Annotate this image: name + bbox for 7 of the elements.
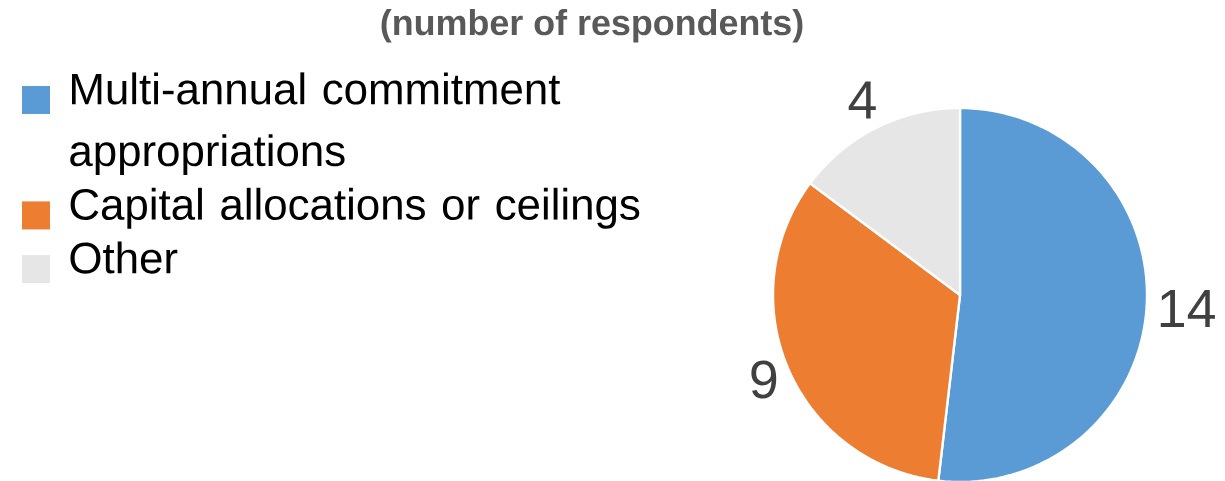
data-label: 9 [751,360,777,399]
legend-label: Multi-annual commitment appropriations [70,72,561,176]
chart-title: (number of respondents) [381,9,803,43]
data-label: 14 [1160,290,1215,328]
legend-label: Capital allocations or ceilings [70,187,640,229]
legend-label: Other [70,241,178,274]
data-label: 4 [848,81,876,119]
